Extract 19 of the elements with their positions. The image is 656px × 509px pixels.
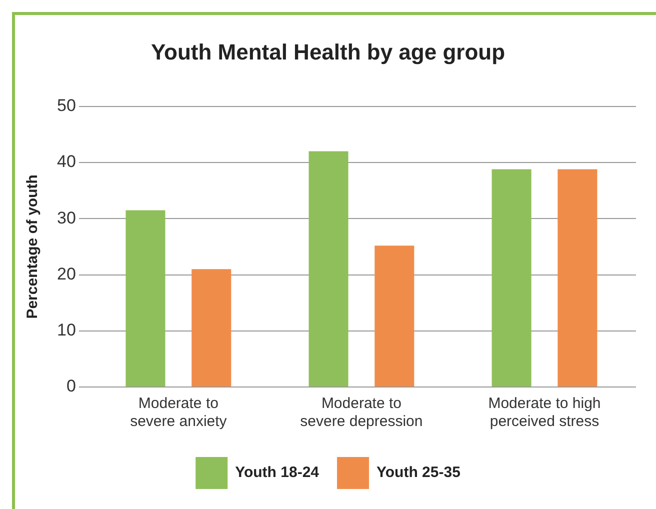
bar	[192, 269, 232, 386]
y-tick-label: 30	[56, 208, 76, 228]
bar	[558, 169, 598, 386]
bar	[308, 151, 348, 386]
legend-label: Youth 18-24	[235, 464, 320, 482]
chart-title: Youth Mental Health by age group	[150, 39, 506, 64]
y-tick-label: 50	[56, 96, 76, 116]
x-tick-label: Moderate to severe depression	[300, 395, 423, 430]
legend-label: Youth 25-35	[376, 464, 460, 482]
x-tick-label: Moderate to severe anxiety	[130, 395, 228, 430]
bar	[126, 210, 166, 386]
bar	[374, 246, 414, 386]
y-tick-label: 0	[66, 376, 76, 396]
y-tick-label: 10	[56, 320, 76, 340]
y-tick-label: 20	[56, 264, 76, 284]
x-tick-label: Moderate to high perceived stress	[488, 395, 601, 430]
y-tick-label: 40	[56, 152, 76, 172]
bar	[492, 169, 532, 386]
y-axis-title: Percentage of youth	[24, 174, 42, 319]
